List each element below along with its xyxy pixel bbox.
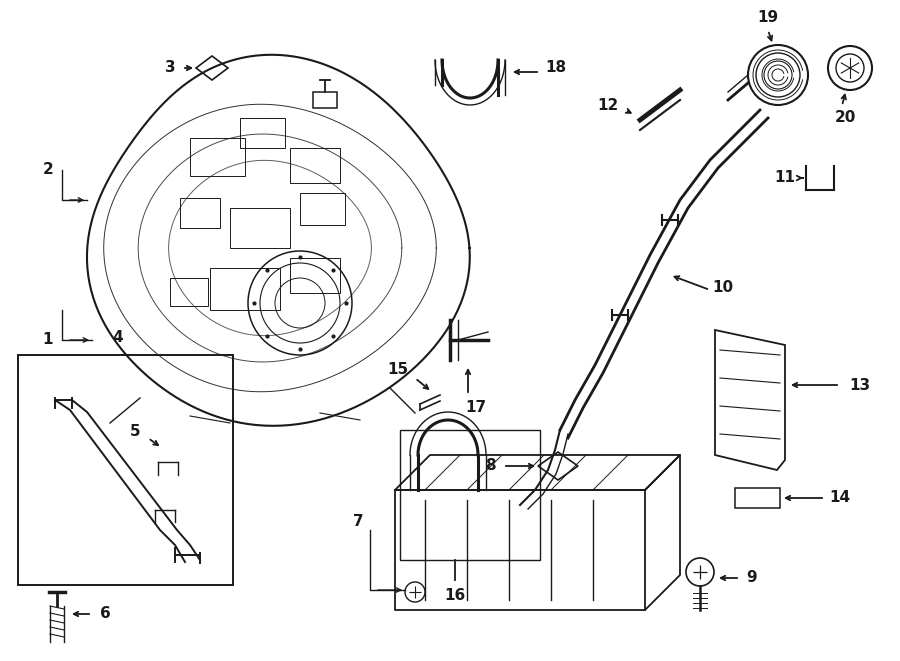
Text: 3: 3	[165, 61, 176, 75]
Text: 16: 16	[445, 588, 465, 602]
Text: 4: 4	[112, 330, 123, 346]
Text: 17: 17	[465, 401, 487, 416]
Bar	[400, 430, 540, 560]
Bar	[313, 92, 337, 108]
Text: 6: 6	[100, 607, 111, 621]
Text: 1: 1	[43, 332, 53, 348]
Text: 15: 15	[387, 362, 409, 377]
Text: 11: 11	[775, 171, 796, 186]
Text: 8: 8	[485, 459, 495, 473]
Text: 13: 13	[850, 377, 870, 393]
Text: 2: 2	[42, 163, 53, 178]
Text: 14: 14	[830, 490, 850, 506]
Text: 20: 20	[834, 110, 856, 126]
Text: 9: 9	[747, 570, 757, 586]
Text: 7: 7	[353, 514, 364, 529]
Text: 10: 10	[713, 280, 734, 295]
Text: 18: 18	[545, 61, 567, 75]
Bar	[18, 355, 233, 585]
Text: 19: 19	[758, 9, 778, 24]
Text: 12: 12	[598, 98, 618, 112]
Text: 5: 5	[130, 424, 140, 440]
